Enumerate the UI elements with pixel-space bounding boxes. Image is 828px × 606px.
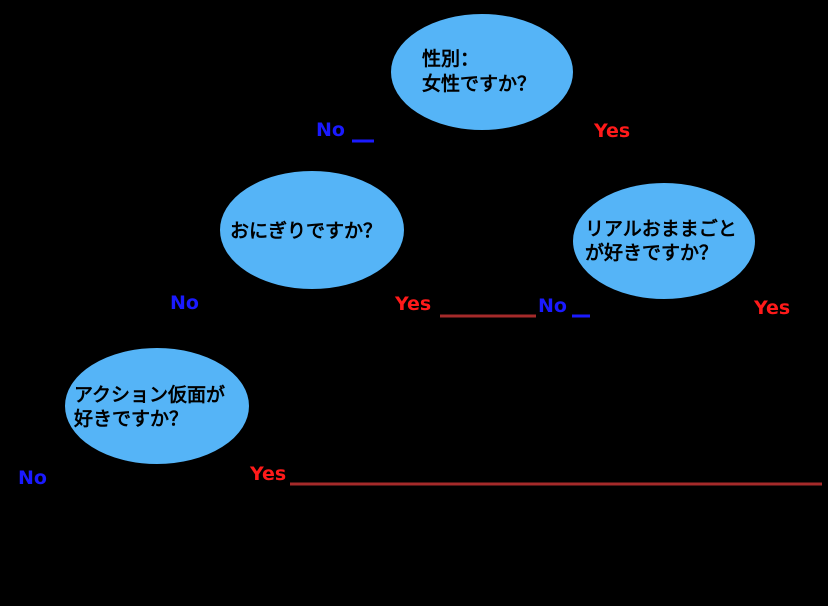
node-mamagoto-shape	[571, 181, 757, 301]
node-mamagoto: リアルおままごと が好きですか？	[571, 181, 757, 301]
node-onigiri-shape	[218, 169, 406, 291]
branch-onigiri-yes: Yes	[394, 293, 431, 315]
branch-kamen-no: No	[18, 467, 47, 489]
node-kamen-line2: 好きですか？	[73, 407, 188, 430]
node-gender: 性別： 女性ですか？	[389, 12, 575, 132]
branch-gender-yes: Yes	[593, 120, 630, 142]
node-onigiri: おにぎりですか？	[218, 169, 406, 291]
node-mamagoto-line1: リアルおままごと	[585, 217, 737, 240]
node-onigiri-line1: おにぎりですか？	[230, 219, 382, 242]
node-gender-line1: 性別：	[422, 47, 479, 70]
branch-mamagoto-yes: Yes	[753, 297, 790, 319]
node-mamagoto-line2: が好きですか？	[585, 241, 718, 264]
branch-kamen-yes: Yes	[249, 463, 286, 485]
node-gender-shape	[389, 12, 575, 132]
node-gender-line2: 女性ですか？	[422, 72, 536, 95]
node-kamen: アクション仮面が 好きですか？	[63, 346, 251, 466]
branch-gender-no: No	[316, 119, 345, 141]
branch-mamagoto-no: No	[538, 295, 567, 317]
branch-onigiri-no: No	[170, 292, 199, 314]
node-kamen-line1: アクション仮面が	[74, 383, 225, 406]
node-kamen-shape	[63, 346, 251, 466]
